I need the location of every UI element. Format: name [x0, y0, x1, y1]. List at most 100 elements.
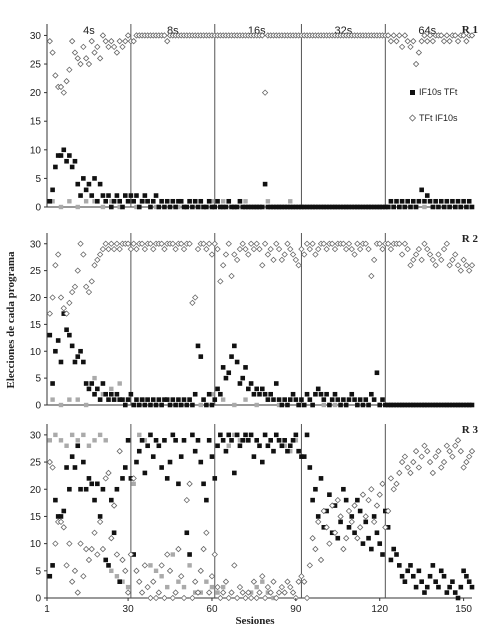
- data-point-if10s-tft: [100, 381, 106, 386]
- data-point-if10s-tft: [273, 204, 279, 210]
- data-point-tft-if10s: [379, 480, 386, 487]
- data-point-other: [134, 204, 139, 210]
- data-point-if10s-tft: [458, 402, 464, 408]
- data-point-if10s-tft: [436, 402, 441, 408]
- data-point-other: [47, 438, 52, 443]
- data-point-if10s-tft: [268, 438, 273, 443]
- data-point-if10s-tft: [363, 397, 369, 402]
- data-point-other: [64, 443, 69, 448]
- data-point-other: [198, 204, 203, 210]
- data-point-if10s-tft: [466, 402, 472, 408]
- data-point-if10s-tft: [371, 514, 377, 519]
- data-point-if10s-tft: [248, 381, 254, 386]
- data-point-if10s-tft: [318, 391, 324, 397]
- data-point-tft-if10s: [239, 240, 246, 247]
- data-point-if10s-tft: [240, 438, 246, 443]
- data-point-tft-if10s: [164, 37, 171, 45]
- data-point-tft-if10s: [82, 55, 90, 62]
- data-point-tft-if10s: [410, 37, 417, 45]
- data-point-if10s-tft: [232, 470, 237, 476]
- data-point-if10s-tft: [469, 584, 475, 590]
- data-point-if10s-tft: [254, 204, 260, 210]
- data-point-tft-if10s: [130, 475, 137, 482]
- data-point-if10s-tft: [290, 438, 296, 443]
- data-point-tft-if10s: [108, 37, 115, 45]
- data-point-tft-if10s: [275, 245, 283, 253]
- data-point-if10s-tft: [159, 198, 164, 204]
- data-point-tft-if10s: [127, 551, 135, 558]
- data-point-if10s-tft: [128, 391, 134, 397]
- data-point-tft-if10s: [88, 278, 95, 285]
- data-point-tft-if10s: [452, 32, 459, 39]
- data-point-other: [299, 402, 304, 408]
- data-point-if10s-tft: [335, 535, 341, 541]
- data-point-tft-if10s: [133, 567, 140, 574]
- data-point-tft-if10s: [443, 32, 451, 39]
- data-point-other: [142, 397, 148, 402]
- data-point-if10s-tft: [167, 402, 173, 408]
- data-point-if10s-tft: [377, 541, 383, 546]
- data-point-tft-if10s: [284, 578, 291, 585]
- data-point-other: [131, 481, 136, 487]
- data-point-other: [153, 204, 159, 210]
- data-point-if10s-tft: [441, 204, 447, 210]
- data-point-other: [187, 563, 192, 568]
- data-point-tft-if10s: [412, 251, 420, 258]
- data-point-if10s-tft: [427, 402, 433, 408]
- data-point-if10s-tft: [279, 443, 285, 449]
- data-point-if10s-tft: [385, 204, 391, 210]
- data-point-tft-if10s: [46, 310, 53, 317]
- data-point-tft-if10s: [326, 540, 333, 547]
- y-tick-label: 30: [30, 239, 42, 250]
- data-point-other: [176, 579, 181, 584]
- data-point-if10s-tft: [452, 402, 458, 408]
- data-point-tft-if10s: [60, 89, 67, 96]
- data-point-tft-if10s: [63, 310, 70, 317]
- data-point-if10s-tft: [136, 402, 142, 408]
- data-point-if10s-tft: [212, 476, 218, 481]
- data-point-tft-if10s: [247, 594, 255, 602]
- data-point-tft-if10s: [303, 594, 311, 602]
- data-point-other: [50, 397, 55, 402]
- data-point-if10s-tft: [55, 338, 61, 343]
- data-point-if10s-tft: [341, 204, 346, 210]
- data-point-tft-if10s: [178, 240, 185, 247]
- data-point-if10s-tft: [198, 198, 204, 204]
- data-point-if10s-tft: [433, 402, 438, 408]
- data-point-tft-if10s: [233, 594, 241, 602]
- data-point-if10s-tft: [410, 198, 416, 204]
- data-point-if10s-tft: [117, 198, 122, 204]
- data-point-other: [176, 204, 181, 210]
- data-point-tft-if10s: [351, 502, 358, 509]
- data-point-if10s-tft: [131, 198, 136, 204]
- data-point-if10s-tft: [313, 486, 318, 492]
- data-point-tft-if10s: [124, 32, 132, 39]
- data-point-if10s-tft: [218, 204, 223, 210]
- data-point-tft-if10s: [368, 272, 375, 280]
- data-point-if10s-tft: [184, 530, 190, 536]
- data-point-if10s-tft: [419, 187, 424, 193]
- data-point-if10s-tft: [81, 459, 86, 465]
- data-point-other: [260, 579, 265, 584]
- x-tick-label: 60: [206, 604, 218, 615]
- data-point-other: [332, 402, 338, 408]
- data-point-if10s-tft: [433, 579, 438, 584]
- data-point-if10s-tft: [307, 397, 313, 402]
- data-point-other: [117, 381, 122, 386]
- data-point-if10s-tft: [181, 438, 187, 443]
- data-point-if10s-tft: [95, 198, 100, 204]
- data-point-if10s-tft: [293, 204, 299, 210]
- data-point-tft-if10s: [460, 464, 467, 471]
- data-point-if10s-tft: [282, 438, 287, 443]
- data-point-other: [92, 438, 97, 443]
- data-point-if10s-tft: [67, 332, 72, 338]
- data-point-if10s-tft: [223, 375, 229, 381]
- data-point-if10s-tft: [380, 204, 385, 210]
- data-point-if10s-tft: [209, 454, 215, 459]
- data-point-if10s-tft: [95, 386, 100, 392]
- data-point-tft-if10s: [264, 583, 272, 591]
- data-point-tft-if10s: [340, 545, 347, 553]
- data-point-if10s-tft: [223, 448, 229, 454]
- data-point-tft-if10s: [110, 502, 118, 509]
